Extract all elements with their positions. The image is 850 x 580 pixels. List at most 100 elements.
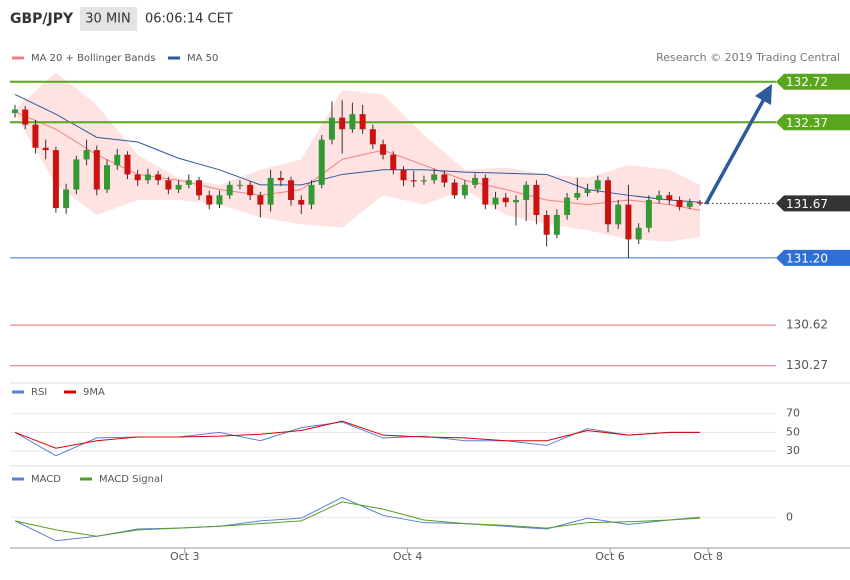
candle-body [93, 150, 100, 190]
candle-body [247, 184, 254, 196]
time: 06:06:14 CET [145, 12, 233, 27]
x-tick-label: Oct 6 [595, 550, 625, 563]
candle-body [666, 195, 673, 200]
candle-body [625, 204, 632, 240]
candle-body [461, 184, 468, 196]
y-tick-label: 30 [786, 444, 800, 457]
candle-body [369, 129, 376, 145]
candle-body [512, 199, 519, 203]
candle-body [236, 184, 243, 186]
candle-body [472, 177, 479, 185]
x-tick-label: Oct 8 [693, 550, 723, 563]
candle-body [564, 197, 571, 216]
candle-body [615, 204, 622, 225]
candle-body [277, 177, 284, 181]
candle-body [339, 117, 346, 130]
candle-body [604, 180, 611, 225]
candle-body [451, 182, 458, 196]
candle-body [42, 147, 49, 151]
candle-body [175, 184, 182, 190]
candle-body [52, 150, 59, 209]
indicator-line [14, 496, 701, 542]
forecast-arrowhead [755, 84, 772, 105]
legend-label: MACD Signal [99, 474, 163, 485]
candle-body [196, 180, 203, 196]
candle-body [114, 154, 121, 166]
candle-body [288, 180, 295, 200]
level-label-box [776, 195, 850, 212]
candle-body [83, 150, 90, 160]
level-label: 131.20 [786, 251, 828, 265]
ma50-line [14, 94, 701, 203]
symbol: GBP/JPY [10, 11, 74, 27]
level-label: 130.62 [786, 318, 828, 332]
candle-body [308, 184, 315, 205]
candle-body [686, 202, 693, 207]
candle-body [155, 174, 162, 181]
interval-box [80, 7, 137, 31]
candle-body [185, 180, 192, 185]
candle-body [12, 109, 18, 114]
x-tick-label: Oct 4 [393, 550, 423, 563]
candle-body [656, 195, 663, 200]
candle-body [400, 169, 407, 181]
x-tick-label: Oct 3 [170, 550, 200, 563]
y-tick-label: 70 [786, 407, 800, 420]
candle-body [226, 184, 233, 196]
candle-body [574, 192, 581, 198]
candle-body [267, 177, 274, 205]
candle-body [328, 117, 335, 140]
candle-body [134, 174, 141, 181]
candle-body [32, 124, 39, 148]
level-label: 131.67 [786, 197, 828, 211]
legend-label: MA 20 + Bollinger Bands [31, 53, 155, 64]
candle-body [349, 114, 356, 130]
level-label: 132.72 [786, 75, 828, 89]
candle-body [502, 197, 509, 203]
candle-body [431, 174, 438, 181]
candle-body [441, 174, 448, 183]
candle-body [420, 180, 427, 182]
candle-body [492, 197, 499, 205]
candle-body [645, 199, 652, 228]
interval: 30 MIN [85, 12, 130, 27]
candle-body [594, 180, 601, 190]
y-tick-label: 50 [786, 425, 800, 438]
candle-body [318, 139, 325, 185]
legend-label: 9MA [83, 387, 105, 398]
level-label-box [776, 73, 850, 90]
legend-label: MACD [31, 474, 61, 485]
indicator-line [14, 420, 700, 449]
legend-label: MA 50 [187, 53, 218, 64]
candle-body [390, 154, 397, 170]
forecast-arrow [704, 98, 766, 205]
candle-body [144, 174, 151, 181]
candle-body [676, 199, 683, 207]
candle-body [533, 184, 540, 216]
candle-body [523, 184, 530, 200]
indicator-line [14, 501, 701, 537]
candle-body [697, 202, 703, 204]
candle-body [257, 195, 264, 205]
candle-body [359, 114, 366, 130]
level-label-box [776, 114, 850, 131]
candle-body [482, 177, 489, 205]
candle-body [104, 165, 111, 190]
candle-body [553, 215, 560, 235]
legend-label: RSI [31, 387, 47, 398]
candle-body [73, 159, 80, 190]
candle-body [165, 180, 172, 190]
candle-body [216, 195, 223, 205]
candle-body [380, 144, 387, 155]
ma20-line [14, 111, 701, 211]
level-label: 132.37 [786, 116, 828, 130]
y-tick-label: 0 [786, 510, 793, 523]
candle-body [584, 189, 591, 193]
level-label-box [776, 249, 850, 266]
candle-body [63, 189, 70, 209]
candle-body [206, 195, 213, 205]
level-label: 130.27 [786, 358, 828, 372]
candle-body [124, 154, 131, 175]
